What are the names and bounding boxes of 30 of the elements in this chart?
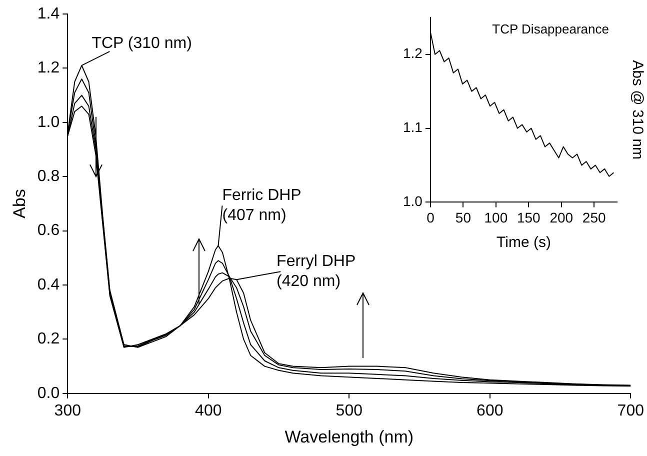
x-tick-label: 600 — [476, 402, 504, 420]
chart-title: TCP Disappearance — [492, 21, 609, 36]
y-axis-title: Abs — [10, 189, 29, 218]
y-tick-label: 0.6 — [37, 222, 60, 240]
x-tick-label: 150 — [516, 209, 541, 226]
x-tick-label: 200 — [550, 209, 574, 226]
x-tick-label: 400 — [195, 402, 222, 420]
y-axis-title: Abs @ 310 nm — [628, 60, 646, 160]
x-tick-label: 0 — [426, 209, 435, 226]
x-tick-label: 700 — [617, 402, 644, 420]
x-axis-title: Time (s) — [496, 234, 551, 252]
x-tick-label: 50 — [455, 209, 472, 226]
y-tick-label: 1.2 — [37, 60, 60, 77]
y-tick-label: 0.0 — [37, 384, 60, 402]
y-tick-label: 0.2 — [37, 330, 60, 348]
y-tick-label: 0.8 — [37, 168, 60, 186]
y-tick-label: 1.0 — [37, 114, 60, 131]
annotation: Ferryl DHP (420 nm) — [276, 252, 356, 290]
y-tick-label: 0.4 — [37, 276, 60, 294]
x-axis-title: Wavelength (nm) — [284, 427, 414, 446]
annotation: Ferric DHP (407 nm) — [222, 187, 302, 224]
y-tick-label: 1.4 — [37, 5, 60, 22]
x-tick-label: 300 — [54, 402, 82, 420]
annotation: TCP (310 nm) — [92, 34, 192, 52]
y-tick-label: 1.0 — [402, 193, 423, 210]
x-tick-label: 250 — [582, 209, 606, 226]
y-tick-label: 1.2 — [402, 45, 423, 62]
x-tick-label: 500 — [336, 402, 363, 420]
x-tick-label: 100 — [484, 209, 508, 226]
y-tick-label: 1.1 — [402, 119, 423, 136]
